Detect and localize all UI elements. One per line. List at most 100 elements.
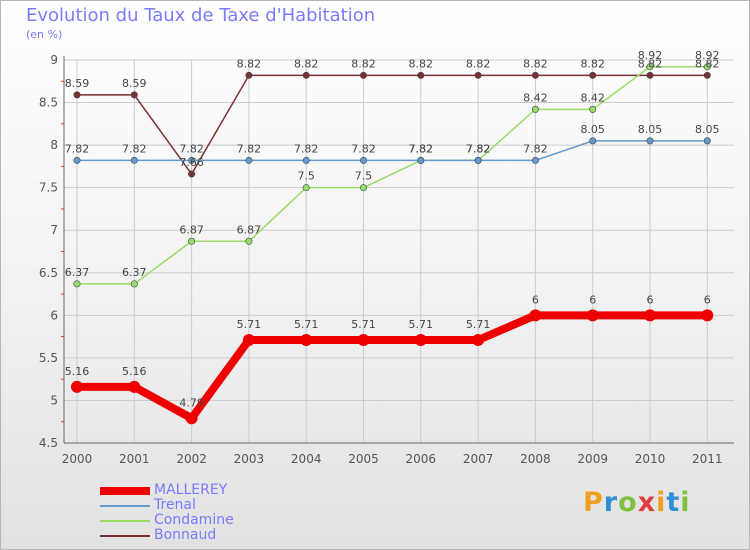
logo-letter: r bbox=[603, 487, 619, 518]
data-point-mallerey bbox=[185, 412, 198, 425]
data-label-condamine: 6.37 bbox=[122, 266, 147, 279]
data-point-mallerey bbox=[71, 380, 83, 393]
data-label-bonnaud: 8.82 bbox=[409, 57, 434, 70]
x-tick-label: 2007 bbox=[463, 452, 494, 466]
data-label-trenal: 8.05 bbox=[638, 123, 663, 136]
x-tick-label: 2011 bbox=[692, 452, 723, 466]
x-tick-label: 2000 bbox=[62, 452, 93, 466]
x-tick-label: 2006 bbox=[406, 452, 437, 466]
legend-label-mallerey: MALLEREY bbox=[154, 482, 228, 498]
data-point-trenal bbox=[359, 156, 367, 164]
data-label-mallerey: 6 bbox=[647, 293, 654, 306]
legend-swatch-trenal bbox=[100, 505, 150, 507]
data-label-bonnaud: 8.82 bbox=[695, 57, 720, 70]
legend-swatch-bonnaud bbox=[100, 535, 150, 537]
data-point-condamine bbox=[359, 184, 367, 192]
data-point-condamine bbox=[589, 105, 597, 113]
logo-letter: t bbox=[666, 487, 681, 518]
data-point-bonnaud bbox=[245, 71, 253, 79]
data-point-trenal bbox=[417, 156, 425, 164]
x-tick-label: 2004 bbox=[291, 452, 322, 466]
data-point-trenal bbox=[646, 137, 654, 145]
data-point-mallerey bbox=[242, 334, 255, 347]
y-tick-label: 6 bbox=[50, 308, 58, 322]
x-tick-label: 2001 bbox=[119, 452, 150, 466]
data-label-condamine: 8.42 bbox=[523, 91, 548, 104]
data-point-mallerey bbox=[529, 309, 542, 322]
data-label-mallerey: 5.71 bbox=[294, 318, 319, 331]
series-line-bonnaud bbox=[76, 74, 709, 175]
data-point-condamine bbox=[646, 63, 654, 71]
data-point-trenal bbox=[703, 137, 711, 145]
x-tick-label: 2003 bbox=[234, 452, 265, 466]
series-line-trenal bbox=[76, 140, 709, 162]
data-point-condamine bbox=[302, 184, 310, 192]
data-point-condamine bbox=[73, 280, 81, 288]
data-label-bonnaud: 8.82 bbox=[351, 57, 376, 70]
data-label-condamine: 7.82 bbox=[466, 142, 491, 155]
y-tick-label: 8 bbox=[50, 138, 58, 152]
x-tick-label: 2005 bbox=[348, 452, 379, 466]
data-point-bonnaud bbox=[302, 71, 310, 79]
data-point-bonnaud bbox=[703, 71, 711, 79]
x-tick-label: 2002 bbox=[176, 452, 207, 466]
data-point-trenal bbox=[531, 156, 539, 164]
data-label-trenal: 7.82 bbox=[466, 142, 491, 155]
data-point-bonnaud bbox=[589, 71, 597, 79]
data-label-trenal: 7.82 bbox=[351, 142, 376, 155]
data-label-condamine: 6.37 bbox=[65, 266, 90, 279]
y-tick-label: 5 bbox=[50, 393, 58, 407]
data-point-mallerey bbox=[472, 334, 485, 347]
data-label-mallerey: 5.16 bbox=[65, 365, 90, 378]
y-tick-label: 7.5 bbox=[39, 181, 58, 195]
logo-letter: i bbox=[680, 487, 691, 518]
data-label-condamine: 6.87 bbox=[179, 223, 204, 236]
data-label-trenal: 8.05 bbox=[580, 123, 605, 136]
x-tick-label: 2008 bbox=[520, 452, 551, 466]
data-point-condamine bbox=[245, 237, 253, 245]
data-point-mallerey bbox=[357, 334, 370, 347]
data-label-trenal: 7.82 bbox=[237, 142, 262, 155]
legend-label-condamine: Condamine bbox=[154, 512, 234, 528]
data-label-bonnaud: 8.82 bbox=[638, 57, 663, 70]
data-point-bonnaud bbox=[130, 91, 138, 99]
data-point-trenal bbox=[188, 156, 196, 164]
data-point-trenal bbox=[302, 156, 310, 164]
data-point-mallerey bbox=[644, 309, 656, 322]
series-line-condamine bbox=[76, 66, 709, 285]
data-label-mallerey: 6 bbox=[532, 293, 539, 306]
data-label-mallerey: 5.71 bbox=[409, 318, 434, 331]
data-label-mallerey: 5.16 bbox=[122, 365, 147, 378]
legend-label-trenal: Trenal bbox=[154, 497, 196, 513]
data-point-condamine bbox=[531, 105, 539, 113]
data-label-mallerey: 6 bbox=[589, 293, 596, 306]
data-label-trenal: 8.05 bbox=[695, 123, 720, 136]
data-label-mallerey: 4.79 bbox=[179, 396, 204, 409]
data-label-condamine: 7.82 bbox=[409, 142, 434, 155]
data-label-bonnaud: 8.82 bbox=[237, 57, 262, 70]
data-label-trenal: 7.82 bbox=[409, 142, 434, 155]
data-label-bonnaud: 7.66 bbox=[179, 156, 204, 169]
data-point-bonnaud bbox=[531, 71, 539, 79]
data-label-mallerey: 5.71 bbox=[466, 318, 491, 331]
data-point-trenal bbox=[73, 156, 81, 164]
data-label-mallerey: 6 bbox=[704, 293, 711, 306]
data-label-bonnaud: 8.82 bbox=[580, 57, 605, 70]
data-label-condamine: 8.92 bbox=[638, 49, 663, 62]
data-label-trenal: 7.82 bbox=[523, 142, 548, 155]
chart-subtitle: (en %) bbox=[26, 28, 63, 41]
data-point-condamine bbox=[703, 63, 711, 71]
data-label-condamine: 7.5 bbox=[297, 170, 315, 183]
logo-letter: P bbox=[583, 487, 604, 518]
x-tick-label: 2009 bbox=[577, 452, 608, 466]
data-point-bonnaud bbox=[474, 71, 482, 79]
data-label-condamine: 8.42 bbox=[580, 91, 605, 104]
data-label-bonnaud: 8.82 bbox=[294, 57, 319, 70]
data-label-trenal: 7.82 bbox=[294, 142, 319, 155]
data-point-mallerey bbox=[701, 309, 714, 322]
data-label-trenal: 7.82 bbox=[65, 142, 90, 155]
data-label-trenal: 7.82 bbox=[122, 142, 147, 155]
logo-letter: i bbox=[656, 487, 667, 518]
data-point-bonnaud bbox=[359, 71, 367, 79]
